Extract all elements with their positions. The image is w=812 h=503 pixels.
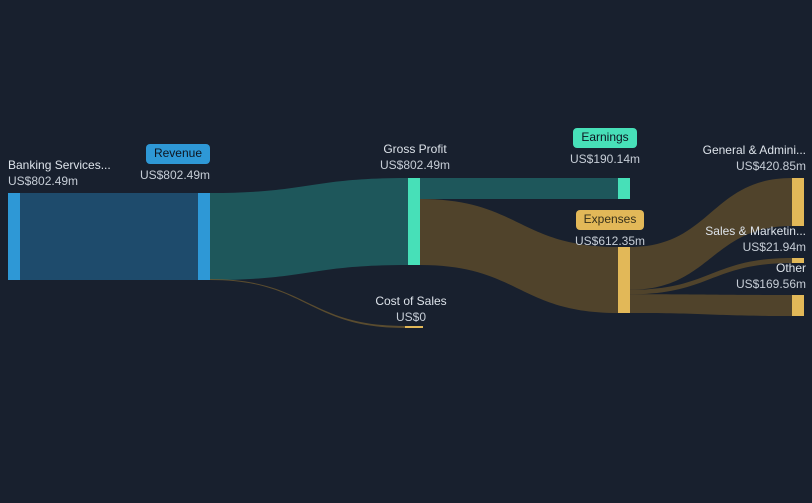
label-general-admin: General & Admini... US$420.85m bbox=[686, 143, 806, 174]
label-title: Gross Profit bbox=[360, 142, 470, 158]
label-sales-marketing: Sales & Marketin... US$21.94m bbox=[686, 224, 806, 255]
label-other: Other US$169.56m bbox=[726, 261, 806, 292]
label-value: US$21.94m bbox=[686, 240, 806, 256]
expenses-badge: Expenses bbox=[576, 210, 645, 230]
label-value: US$802.49m bbox=[360, 158, 470, 174]
label-value: US$0 bbox=[356, 310, 466, 326]
label-gross-profit: Gross Profit US$802.49m bbox=[360, 142, 470, 173]
label-banking-services: Banking Services... US$802.49m bbox=[8, 158, 111, 189]
label-title: Cost of Sales bbox=[356, 294, 466, 310]
label-earnings: Earnings US$190.14m bbox=[560, 128, 650, 167]
label-revenue: Revenue US$802.49m bbox=[130, 144, 210, 183]
label-value: US$420.85m bbox=[686, 159, 806, 175]
label-value: US$169.56m bbox=[726, 277, 806, 293]
label-value: US$802.49m bbox=[130, 168, 210, 184]
label-title: Other bbox=[726, 261, 806, 277]
revenue-badge: Revenue bbox=[146, 144, 210, 164]
label-title: General & Admini... bbox=[686, 143, 806, 159]
label-title: Banking Services... bbox=[8, 158, 111, 174]
label-title: Sales & Marketin... bbox=[686, 224, 806, 240]
label-value: US$190.14m bbox=[560, 152, 650, 168]
label-value: US$802.49m bbox=[8, 174, 111, 190]
label-value: US$612.35m bbox=[560, 234, 660, 250]
earnings-badge: Earnings bbox=[573, 128, 636, 148]
label-cost-of-sales: Cost of Sales US$0 bbox=[356, 294, 466, 325]
label-expenses: Expenses US$612.35m bbox=[560, 210, 660, 249]
